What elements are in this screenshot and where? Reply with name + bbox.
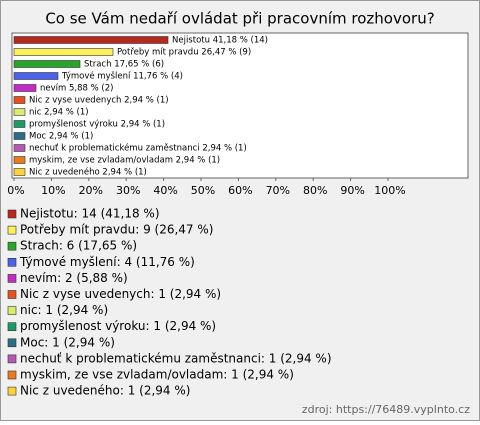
x-tick-label: 100% [374,184,405,197]
legend-swatch [7,386,17,396]
bar [13,132,26,140]
value-label: Nic z uvedeného 2,94 % (1) [29,167,147,178]
bar [13,144,26,152]
x-tick-label: 60% [228,184,252,197]
value-label: Nic z vyse uvedenych 2,94 % (1) [29,96,169,106]
x-tick-label: 10% [41,184,65,197]
bar [13,96,26,104]
legend-label: Nic z vyse uvedenych: 1 (2,94 %) [20,287,221,301]
legend-swatch [7,354,17,364]
value-label: nechuť k problematickému zaměstnanci 2,9… [29,143,247,154]
legend-swatch [7,370,17,380]
source: zdroj: https://76489.vyplnto.cz [302,403,470,416]
legend-swatch [7,257,17,267]
bar [13,36,169,44]
legend-label: Potřeby mít pravdu: 9 (26,47 %) [20,223,213,237]
legend-label: Nic z uvedeného: 1 (2,94 %) [20,384,190,398]
value-label: Nejistotu 41,18 % (14) [172,36,268,46]
bar [13,72,59,80]
legend-swatch [7,306,17,315]
value-label: nevím 5,88 % (2) [40,84,113,94]
x-tick-label: 50% [191,184,215,197]
legend-swatch [7,241,17,251]
legend-label: Strach: 6 (17,65 %) [20,239,137,253]
bar [13,168,26,176]
legend-label: nechuť k problematickému zaměstnanci: 1 … [20,351,332,365]
value-label: myskim, ze vse zvladam/ovladam 2,94 % (1… [29,156,220,166]
bar [13,156,26,164]
x-tick-label: 40% [153,184,177,197]
value-label: Potřeby mít pravdu 26,47 % (9) [117,48,251,58]
legend-swatch [7,322,17,332]
legend-swatch [7,225,17,235]
legend-label: Týmové myšlení: 4 (11,76 %) [19,255,195,269]
value-label: Týmové myšlení 11,76 % (4) [61,71,183,82]
value-label: promyšlenost výroku 2,94 % (1) [29,119,165,130]
x-tick-label: 30% [116,184,140,197]
x-tick-label: 80% [303,184,327,197]
plot-area [11,32,469,179]
x-tick-label: 70% [266,184,290,197]
legend-swatch [7,290,17,299]
bar [13,120,26,128]
bar [13,48,114,56]
legend-swatch [7,274,17,283]
bar [13,60,81,68]
value-label: Strach 17,65 % (6) [84,60,164,70]
legend-label: nic: 1 (2,94 %) [20,303,108,317]
legend-swatch [7,209,17,219]
legend-label: Nejistotu: 14 (41,18 %) [20,207,160,221]
legend-swatch [7,338,17,348]
legend-label: nevím: 2 (5,88 %) [20,271,128,285]
legend-label: promyšlenost výroku: 1 (2,94 %) [20,319,216,333]
legend-label: Moc: 1 (2,94 %) [20,335,115,349]
chart-title: Co se Vám nedaří ovládat při pracovním r… [45,10,434,28]
value-label: nic 2,94 % (1) [29,108,89,118]
legend-label: myskim, ze vse zvladam/ovladam: 1 (2,94 … [20,368,294,382]
bar [13,84,37,92]
value-label: Moc 2,94 % (1) [29,132,93,142]
x-tick-label: 20% [79,184,103,197]
bar [13,108,26,116]
x-tick-label: 0% [7,184,24,197]
x-tick-label: 90% [340,184,364,197]
